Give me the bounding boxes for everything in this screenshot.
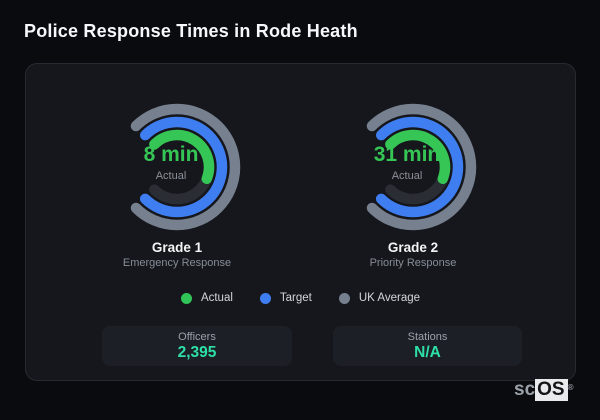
gauge-value: 31 min bbox=[373, 143, 441, 166]
gauge-center-text: 31 min Actual bbox=[337, 143, 477, 183]
logo-suffix: OS bbox=[535, 379, 568, 401]
gauge-section-grade-2: 31 min Actual Grade 2 Priority Response bbox=[303, 97, 523, 269]
stat-label: Officers bbox=[178, 331, 216, 343]
gauge-value: 8 min bbox=[143, 143, 199, 166]
grade-subtitle: Priority Response bbox=[369, 257, 457, 269]
legend-dot-uk-average-icon bbox=[338, 292, 350, 304]
stat-value: N/A bbox=[414, 344, 441, 361]
gauge-value-caption: Actual bbox=[155, 170, 187, 183]
legend-dot-actual-icon bbox=[180, 292, 192, 304]
legend-item-target[interactable]: Target bbox=[259, 292, 312, 304]
legend-label: UK Average bbox=[358, 292, 421, 304]
logo-prefix: sc bbox=[514, 379, 536, 400]
legend-label: Actual bbox=[200, 292, 233, 304]
legend: Actual Target UK Average bbox=[26, 292, 575, 304]
page-title: Police Response Times in Rode Heath bbox=[24, 21, 358, 41]
gauge-rings-grade-1 bbox=[130, 103, 241, 231]
legend-item-actual[interactable]: Actual bbox=[180, 292, 233, 304]
grade-title: Grade 1 bbox=[151, 240, 203, 255]
response-times-card: 8 min Actual Grade 1 Emergency Response … bbox=[25, 63, 576, 381]
stat-label: Stations bbox=[407, 331, 448, 343]
gauge-chart-grade-2: 31 min Actual bbox=[343, 97, 483, 237]
grade-subtitle: Emergency Response bbox=[122, 257, 232, 269]
gauge-value-caption: Actual bbox=[391, 170, 423, 183]
legend-dot-target-icon bbox=[259, 292, 271, 304]
stat-value: 2,395 bbox=[177, 344, 217, 361]
gauge-chart-grade-1: 8 min Actual bbox=[107, 97, 247, 237]
legend-item-uk-average[interactable]: UK Average bbox=[338, 292, 421, 304]
gauge-section-grade-1: 8 min Actual Grade 1 Emergency Response bbox=[67, 97, 287, 269]
stat-box-officers: Officers 2,395 bbox=[102, 326, 292, 366]
gauge-center-text: 8 min Actual bbox=[101, 143, 241, 183]
scos-logo: sc OS ® bbox=[514, 378, 574, 402]
legend-label: Target bbox=[279, 292, 312, 304]
grade-title: Grade 2 bbox=[387, 240, 439, 255]
stat-box-stations: Stations N/A bbox=[333, 326, 522, 366]
gauge-rings-grade-2 bbox=[366, 103, 477, 231]
registered-trademark-icon: ® bbox=[567, 383, 574, 392]
